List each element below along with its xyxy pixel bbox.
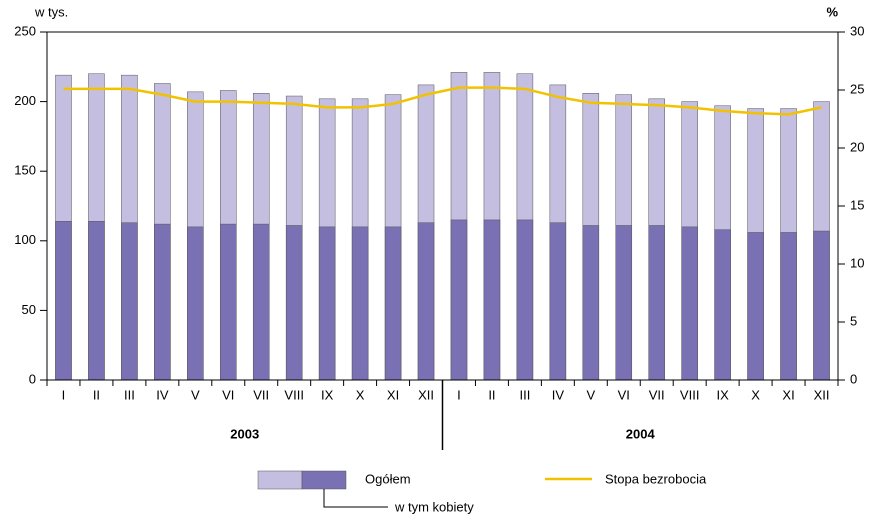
bar [681, 226, 698, 381]
bar [384, 226, 402, 381]
legend-label: w tym kobiety [394, 499, 474, 514]
legend-label: Stopa bezrobocia [605, 471, 707, 486]
bar [714, 229, 731, 381]
x-tick-label: I [457, 387, 461, 402]
x-tick-label: II [488, 387, 495, 402]
x-tick-label: VII [649, 387, 665, 402]
bar [813, 230, 830, 381]
y2-tick-label: 30 [850, 23, 864, 38]
x-tick-label: IX [321, 387, 334, 402]
x-tick-label: X [356, 387, 365, 402]
legend-label: Ogółem [365, 471, 411, 486]
y2-axis-label: % [826, 4, 838, 19]
bar [220, 223, 237, 381]
bar [417, 222, 435, 381]
y-tick-label: 150 [14, 163, 36, 178]
y2-tick-label: 25 [850, 81, 864, 96]
y2-tick-label: 10 [850, 255, 864, 270]
bar [648, 225, 665, 381]
bar [154, 223, 171, 381]
year-label: 2003 [230, 426, 259, 441]
x-tick-label: IV [156, 387, 169, 402]
x-tick-label: XI [782, 387, 794, 402]
x-tick-label: V [191, 387, 200, 402]
x-tick-label: V [586, 387, 595, 402]
y-tick-label: 250 [14, 23, 36, 38]
bar [615, 225, 633, 381]
bar [187, 226, 204, 381]
bar [582, 225, 600, 381]
x-tick-label: XII [418, 387, 434, 402]
x-tick-label: I [62, 387, 66, 402]
bar [450, 219, 468, 381]
line [63, 86, 822, 116]
x-tick-label: XI [387, 387, 399, 402]
x-tick-label: II [93, 387, 100, 402]
x-tick-label: III [519, 387, 530, 402]
bar [55, 221, 72, 381]
y2-tick-label: 5 [850, 313, 857, 328]
bar [318, 226, 336, 381]
x-tick-label: VIII [284, 387, 304, 402]
y-axis-label: w tys. [34, 4, 68, 19]
bar [747, 232, 764, 381]
year-label: 2004 [626, 426, 656, 441]
x-tick-label: IV [552, 387, 565, 402]
legend-swatch [257, 470, 303, 490]
x-tick-label: XII [814, 387, 830, 402]
x-tick-label: VIII [680, 387, 700, 402]
legend-swatch [301, 470, 347, 490]
bar [516, 219, 534, 381]
x-tick-label: X [751, 387, 760, 402]
legend-connector [323, 489, 388, 508]
y-tick-label: 100 [14, 232, 36, 247]
y-tick-label: 200 [14, 93, 36, 108]
x-tick-label: IX [716, 387, 729, 402]
y2-tick-label: 20 [850, 139, 864, 154]
y-tick-label: 50 [22, 302, 36, 317]
bar [483, 219, 501, 381]
y-tick-label: 0 [29, 371, 36, 386]
x-tick-label: VI [222, 387, 234, 402]
x-tick-label: III [124, 387, 135, 402]
x-tick-label: VI [618, 387, 630, 402]
bar [351, 226, 369, 381]
bar [285, 225, 303, 381]
bar [121, 222, 138, 381]
x-tick-label: VII [253, 387, 269, 402]
y2-tick-label: 0 [850, 371, 857, 386]
bar [252, 223, 270, 381]
y2-tick-label: 15 [850, 197, 864, 212]
bar [780, 232, 797, 381]
bar [549, 222, 567, 381]
bar [88, 221, 105, 381]
